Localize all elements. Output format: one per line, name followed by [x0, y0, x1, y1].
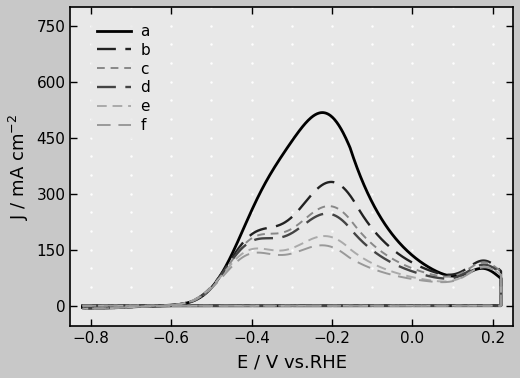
Y-axis label: J / mA cm$^{-2}$: J / mA cm$^{-2}$ [7, 113, 31, 220]
Legend: a, b, c, d, e, f: a, b, c, d, e, f [92, 18, 156, 139]
X-axis label: E / V vs.RHE: E / V vs.RHE [237, 353, 347, 371]
